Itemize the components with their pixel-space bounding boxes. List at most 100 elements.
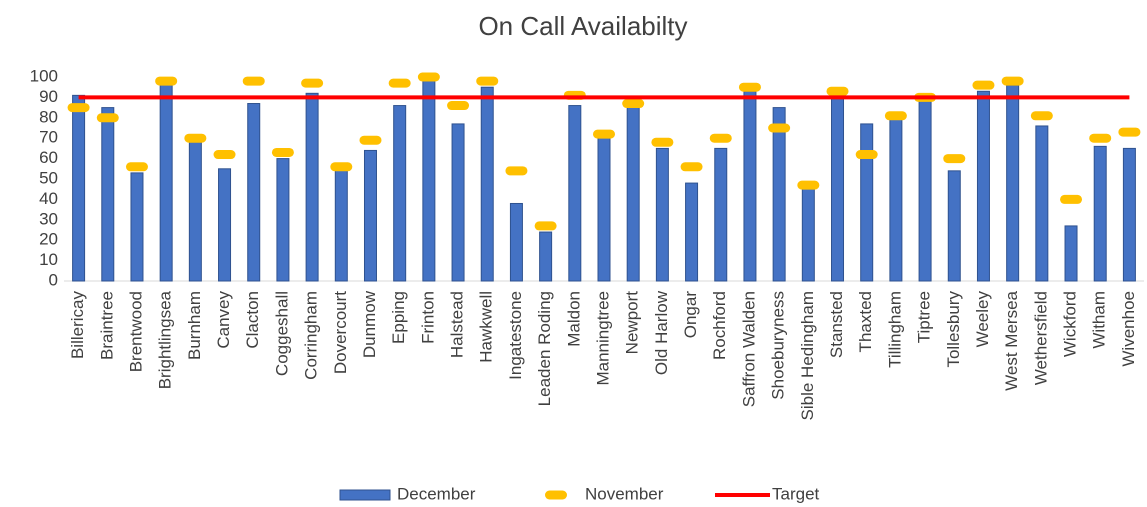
marker <box>651 137 674 147</box>
bar <box>334 166 348 282</box>
bar <box>393 105 407 282</box>
marker <box>709 133 732 143</box>
bar <box>1006 84 1020 282</box>
marker <box>476 76 499 86</box>
x-tick-label: Shoeburyness <box>769 291 788 400</box>
x-tick-label: Corringham <box>302 291 321 380</box>
bar <box>539 231 553 282</box>
bar <box>889 117 903 282</box>
x-tick-label: Tiptree <box>915 291 934 343</box>
x-tick-label: Frinton <box>418 291 437 344</box>
bar <box>451 123 465 282</box>
bar <box>218 168 232 282</box>
marker <box>155 76 178 86</box>
bar <box>597 133 611 282</box>
bar <box>655 147 669 282</box>
marker <box>884 111 907 121</box>
marker <box>417 72 440 82</box>
x-tick-label: Wivenhoe <box>1119 291 1138 367</box>
legend-label: December <box>397 484 476 503</box>
x-tick-label: Halstead <box>448 291 467 358</box>
marker <box>1001 76 1024 86</box>
bar <box>480 86 494 282</box>
bar <box>918 96 932 282</box>
legend-label: November <box>585 484 664 503</box>
bar <box>801 186 815 282</box>
x-tick-label: Witham <box>1090 291 1109 349</box>
marker <box>855 150 878 160</box>
marker <box>242 76 265 86</box>
marker <box>184 133 207 143</box>
marker <box>1030 111 1053 121</box>
x-tick-label: Braintree <box>97 291 116 360</box>
x-tick-label: Saffron Walden <box>739 291 758 407</box>
bar <box>976 90 990 282</box>
marker <box>271 147 294 157</box>
x-tick-label: Brightlingsea <box>156 290 175 389</box>
bar <box>626 103 640 282</box>
bar <box>743 90 757 282</box>
bar <box>305 92 319 282</box>
x-tick-label: Dovercourt <box>331 291 350 374</box>
bar <box>1122 147 1136 282</box>
marker <box>1118 127 1141 137</box>
x-tick-label: Tollesbury <box>944 291 963 368</box>
y-tick-label: 20 <box>39 230 58 249</box>
marker <box>67 103 90 113</box>
bar <box>685 182 699 282</box>
marker <box>768 123 791 133</box>
x-tick-label: Ingatestone <box>506 291 525 380</box>
x-tick-label: Brentwood <box>126 291 145 372</box>
marker <box>738 82 761 92</box>
x-tick-label: Thaxted <box>856 291 875 352</box>
bar <box>568 105 582 282</box>
marker <box>1060 194 1083 204</box>
marker <box>534 221 557 231</box>
x-tick-label: Old Harlow <box>652 290 671 375</box>
marker <box>826 86 849 96</box>
x-tick-label: Tillingham <box>885 291 904 368</box>
bar <box>101 107 115 282</box>
marker <box>593 129 615 139</box>
marker <box>96 113 119 123</box>
marker <box>388 78 411 88</box>
x-tick-label: Maldon <box>564 291 583 347</box>
bar <box>831 92 845 282</box>
y-tick-label: 60 <box>39 148 58 167</box>
bar <box>1064 225 1078 282</box>
x-tick-label: Ongar <box>681 291 700 339</box>
bar <box>714 147 728 282</box>
marker <box>943 154 966 164</box>
x-tick-label: Stansted <box>827 291 846 358</box>
y-tick-label: 100 <box>30 66 58 85</box>
bar <box>363 149 377 282</box>
y-tick-label: 10 <box>39 250 58 269</box>
bar <box>509 202 523 282</box>
marker <box>972 80 995 90</box>
bar <box>276 158 290 282</box>
marker <box>213 150 236 160</box>
legend-swatch <box>339 489 391 501</box>
x-tick-label: Weeley <box>973 291 992 348</box>
y-tick-label: 70 <box>39 128 58 147</box>
marker <box>680 162 703 172</box>
bar <box>247 103 261 282</box>
x-tick-label: Canvey <box>214 291 233 349</box>
x-tick-label: Manningtree <box>593 291 612 386</box>
marker <box>797 180 820 190</box>
marker <box>330 162 353 172</box>
marker <box>447 101 470 111</box>
x-tick-label: Dunmow <box>360 290 379 358</box>
x-tick-label: Hawkwell <box>477 291 496 363</box>
marker <box>301 78 324 88</box>
bar <box>772 107 786 282</box>
y-tick-label: 50 <box>39 168 58 187</box>
bar <box>159 82 173 282</box>
marker <box>622 99 645 109</box>
marker <box>359 135 382 145</box>
x-tick-label: Coggeshall <box>272 291 291 376</box>
bar <box>947 170 961 282</box>
bar <box>72 94 86 282</box>
x-tick-label: Billericay <box>68 291 87 360</box>
x-tick-label: Leaden Roding <box>535 291 554 406</box>
